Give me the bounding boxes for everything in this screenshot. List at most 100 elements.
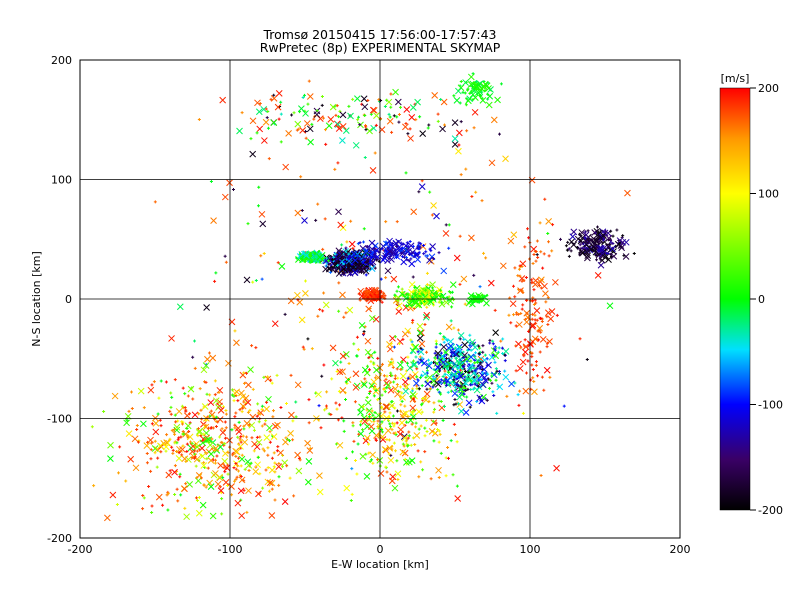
scatter-point-x [370,378,378,386]
scatter-point-plus [262,251,266,255]
scatter-point-plus [417,241,421,245]
scatter-point-x [327,116,335,123]
scatter-point-plus [223,442,227,446]
scatter-point-plus [277,483,281,487]
scatter-point-plus [173,464,177,468]
scatter-point-plus [302,347,306,351]
scatter-point-x [515,340,522,348]
scatter-point-plus [538,350,542,354]
scatter-point-plus [226,463,230,467]
scatter-point-plus [284,436,288,440]
scatter-point-plus [538,221,542,225]
scatter-point-plus [385,386,389,390]
scatter-point-x [335,208,342,216]
scatter-point-plus [519,311,523,315]
colorbar-tick-label: -100 [758,399,783,412]
scatter-point-x [355,259,363,266]
scatter-point-plus [416,378,420,382]
scatter-point-plus [390,428,394,432]
scatter-point-plus [329,270,333,274]
scatter-point-plus [400,287,404,291]
scatter-point-plus [439,378,443,382]
scatter-point-plus [394,295,398,299]
scatter-point-plus [242,424,246,428]
scatter-point-plus [335,407,339,411]
colorbar [719,87,751,511]
scatter-point-plus [398,249,402,253]
scatter-point-x [515,321,523,328]
scatter-point-plus [191,355,195,359]
scatter-point-x [471,343,479,351]
scatter-point-x [490,116,498,124]
scatter-point-x [184,422,192,430]
scatter-point-x [453,254,461,262]
scatter-point-plus [359,423,363,427]
scatter-point-plus [437,390,441,394]
scatter-point-plus [470,370,474,374]
scatter-point-plus [384,220,388,224]
scatter-point-plus [178,475,182,479]
scatter-point-x [447,379,455,387]
scatter-point-plus [545,345,549,349]
scatter-point-plus [606,245,610,249]
scatter-point-x [364,399,372,407]
scatter-point-x [389,334,396,342]
scatter-point-plus [202,461,206,465]
scatter-point-plus [301,345,305,349]
scatter-point-plus [273,461,277,465]
scatter-point-plus [464,369,468,373]
scatter-point-plus [347,378,351,382]
scatter-point-plus [422,244,426,248]
scatter-point-x [548,308,556,315]
scatter-point-plus [425,271,429,275]
scatter-point-x [335,125,343,132]
scatter-point-x [606,302,614,310]
scatter-point-plus [196,427,200,431]
scatter-point-plus [224,426,228,430]
scatter-point-plus [279,112,283,116]
scatter-point-plus [399,367,403,371]
scatter-point-x [463,355,471,363]
scatter-point-plus [295,128,299,132]
scatter-point-plus [406,355,410,359]
scatter-point-plus [441,374,445,378]
scatter-point-x [275,463,283,471]
scatter-point-plus [304,136,308,140]
scatter-point-plus [392,345,396,349]
scatter-point-plus [365,245,369,249]
scatter-point-plus [393,374,397,378]
scatter-point-plus [462,356,466,360]
scatter-point-plus [391,361,395,365]
scatter-point-plus [232,394,236,398]
scatter-point-x [226,436,233,444]
scatter-point-x [281,498,289,505]
scatter-point-plus [397,112,401,116]
scatter-point-x [168,335,175,342]
scatter-point-x [510,231,518,239]
scatter-point-x [546,338,553,345]
scatter-point-x [339,352,347,360]
scatter-point-x [468,338,476,346]
scatter-point-x [408,260,416,268]
scatter-point-x [306,125,314,133]
scatter-point-x [200,462,208,469]
scatter-point-x [467,73,475,81]
scatter-point-plus [130,406,134,410]
scatter-point-plus [452,378,456,382]
scatter-point-x [468,234,475,242]
scatter-point-x [258,210,266,218]
scatter-point-x [235,428,243,435]
scatter-point-x [352,384,360,391]
scatter-point-x [210,217,217,224]
scatter-point-plus [462,337,466,341]
colorbar-tick-label: -200 [758,504,783,517]
scatter-point-plus [455,440,459,444]
scatter-point-plus [344,380,348,384]
scatter-point-x [219,429,227,436]
scatter-point-plus [518,274,522,278]
scatter-point-plus [390,357,394,361]
scatter-point-plus [473,369,477,373]
colorbar-tick-label: 100 [758,188,779,201]
scatter-point-plus [374,123,378,127]
scatter-point-x [442,230,450,237]
